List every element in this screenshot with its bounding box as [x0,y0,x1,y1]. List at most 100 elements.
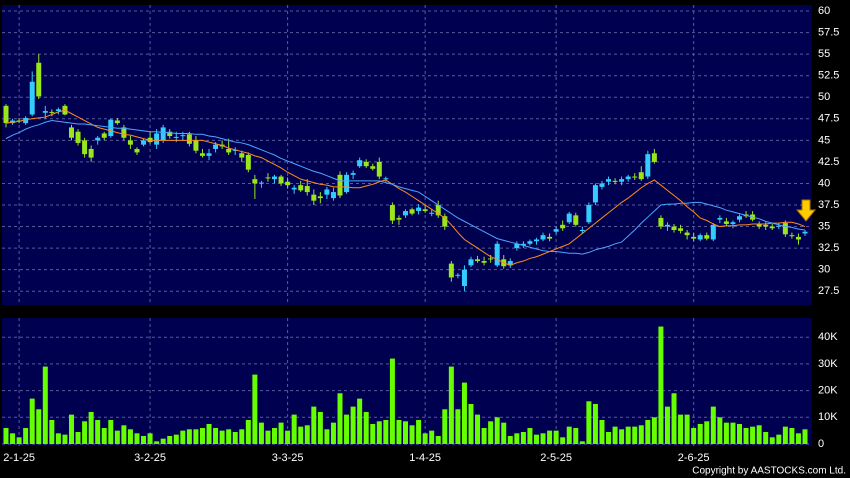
moving-average-line [5,120,806,255]
volume-bar [599,419,605,444]
volume-bar [82,421,88,444]
candle-body [776,225,782,227]
candle-body [298,185,304,191]
volume-bar [592,403,598,444]
candle-body [265,177,271,179]
volume-bar [298,426,304,444]
volume-bar [533,434,539,444]
volume-bar [737,423,743,444]
volume-bar [173,434,179,444]
candle-body [258,182,264,184]
x-tick-label: 1-4-25 [409,452,441,464]
candle-body [592,185,598,203]
volume-bar [206,423,212,444]
volume-bar [278,422,284,444]
volume-bar [167,435,173,444]
volume-bar [213,427,219,444]
volume-bar [625,426,631,444]
volume-bar [186,429,192,444]
volume-bar [23,427,29,444]
candle-body [710,224,716,240]
volume-bar [448,366,454,444]
volume-bar [488,421,494,444]
candle-body [704,235,710,239]
candle-body [782,223,788,235]
candle-body [101,133,107,138]
volume-bar [350,406,356,444]
volume-bar [180,430,186,444]
volume-bar [795,433,801,444]
volume-bar [344,414,350,444]
candle-body [167,131,173,137]
volume-bar [789,427,795,444]
volume-bar [481,427,487,444]
candle-body [317,196,323,199]
x-tick-label: 3-2-25 [134,452,166,464]
volume-bar [3,427,9,444]
volume-bar [147,433,153,444]
y-tick-label: 37.5 [818,199,839,211]
volume-bar [317,411,323,444]
candle-body [691,236,697,239]
candle-body [520,243,526,246]
volume-bar [553,430,559,444]
candle-body [442,216,448,227]
volume-bar [704,421,710,444]
candle-body [141,140,147,145]
candle-body [488,258,494,260]
volume-bar [678,414,684,444]
volume-bar [357,398,363,444]
candle-body [599,183,605,187]
volume-bar [664,406,670,444]
volume-bar [475,414,481,444]
volume-bar [252,374,258,444]
candle-body [789,235,795,237]
volume-bar [330,422,336,444]
volume-bar [573,427,579,444]
candle-body [193,140,199,151]
x-tick-label: 3-3-25 [272,452,304,464]
volume-bar [540,433,546,444]
volume-bar [671,393,677,444]
candle-body [337,174,343,196]
candle-body [514,243,520,249]
volume-bar [416,419,422,444]
plot-layer: 27.5 30 32.5 35 37.5 40 42.5 45 47.5 50 52.5 55 57.5… [2,5,839,464]
volume-bar [10,433,16,444]
candle-body [154,133,160,145]
volume-bar [239,429,245,444]
candle-body [769,226,775,229]
volume-bar [258,422,264,444]
copyright: Copyright by AASTOCKS.com Ltd. [692,466,846,477]
volume-bar [723,422,729,444]
volume-bar [645,419,651,444]
candle-body [330,192,336,199]
volume-bar [75,431,81,444]
x-tick-label: 2-5-25 [540,452,572,464]
volume-bar [154,441,160,444]
candle-body [664,224,670,227]
y-tick-label: 52.5 [818,70,839,82]
y-tick-label: 40K [818,331,838,343]
candle-body [252,179,258,184]
volume-bar [743,427,749,444]
volume-bar [802,429,808,444]
volume-bar [606,431,612,444]
candle-body [173,136,179,138]
candle-body [579,230,585,231]
volume-bar [88,411,94,444]
candle-body [658,217,664,227]
volume-bar [324,429,330,444]
y-tick-label: 27.5 [818,285,839,297]
volume-bar [527,427,533,444]
volume-bar [291,414,297,444]
candle-body [448,263,454,278]
volume-bar [226,429,232,444]
candle-body [23,117,29,124]
volume-bar [422,433,428,444]
candle-body [422,209,428,212]
volume-bar [376,421,382,444]
volume-bar [547,430,553,444]
candle-body [573,215,579,225]
volume-bar [769,437,775,444]
